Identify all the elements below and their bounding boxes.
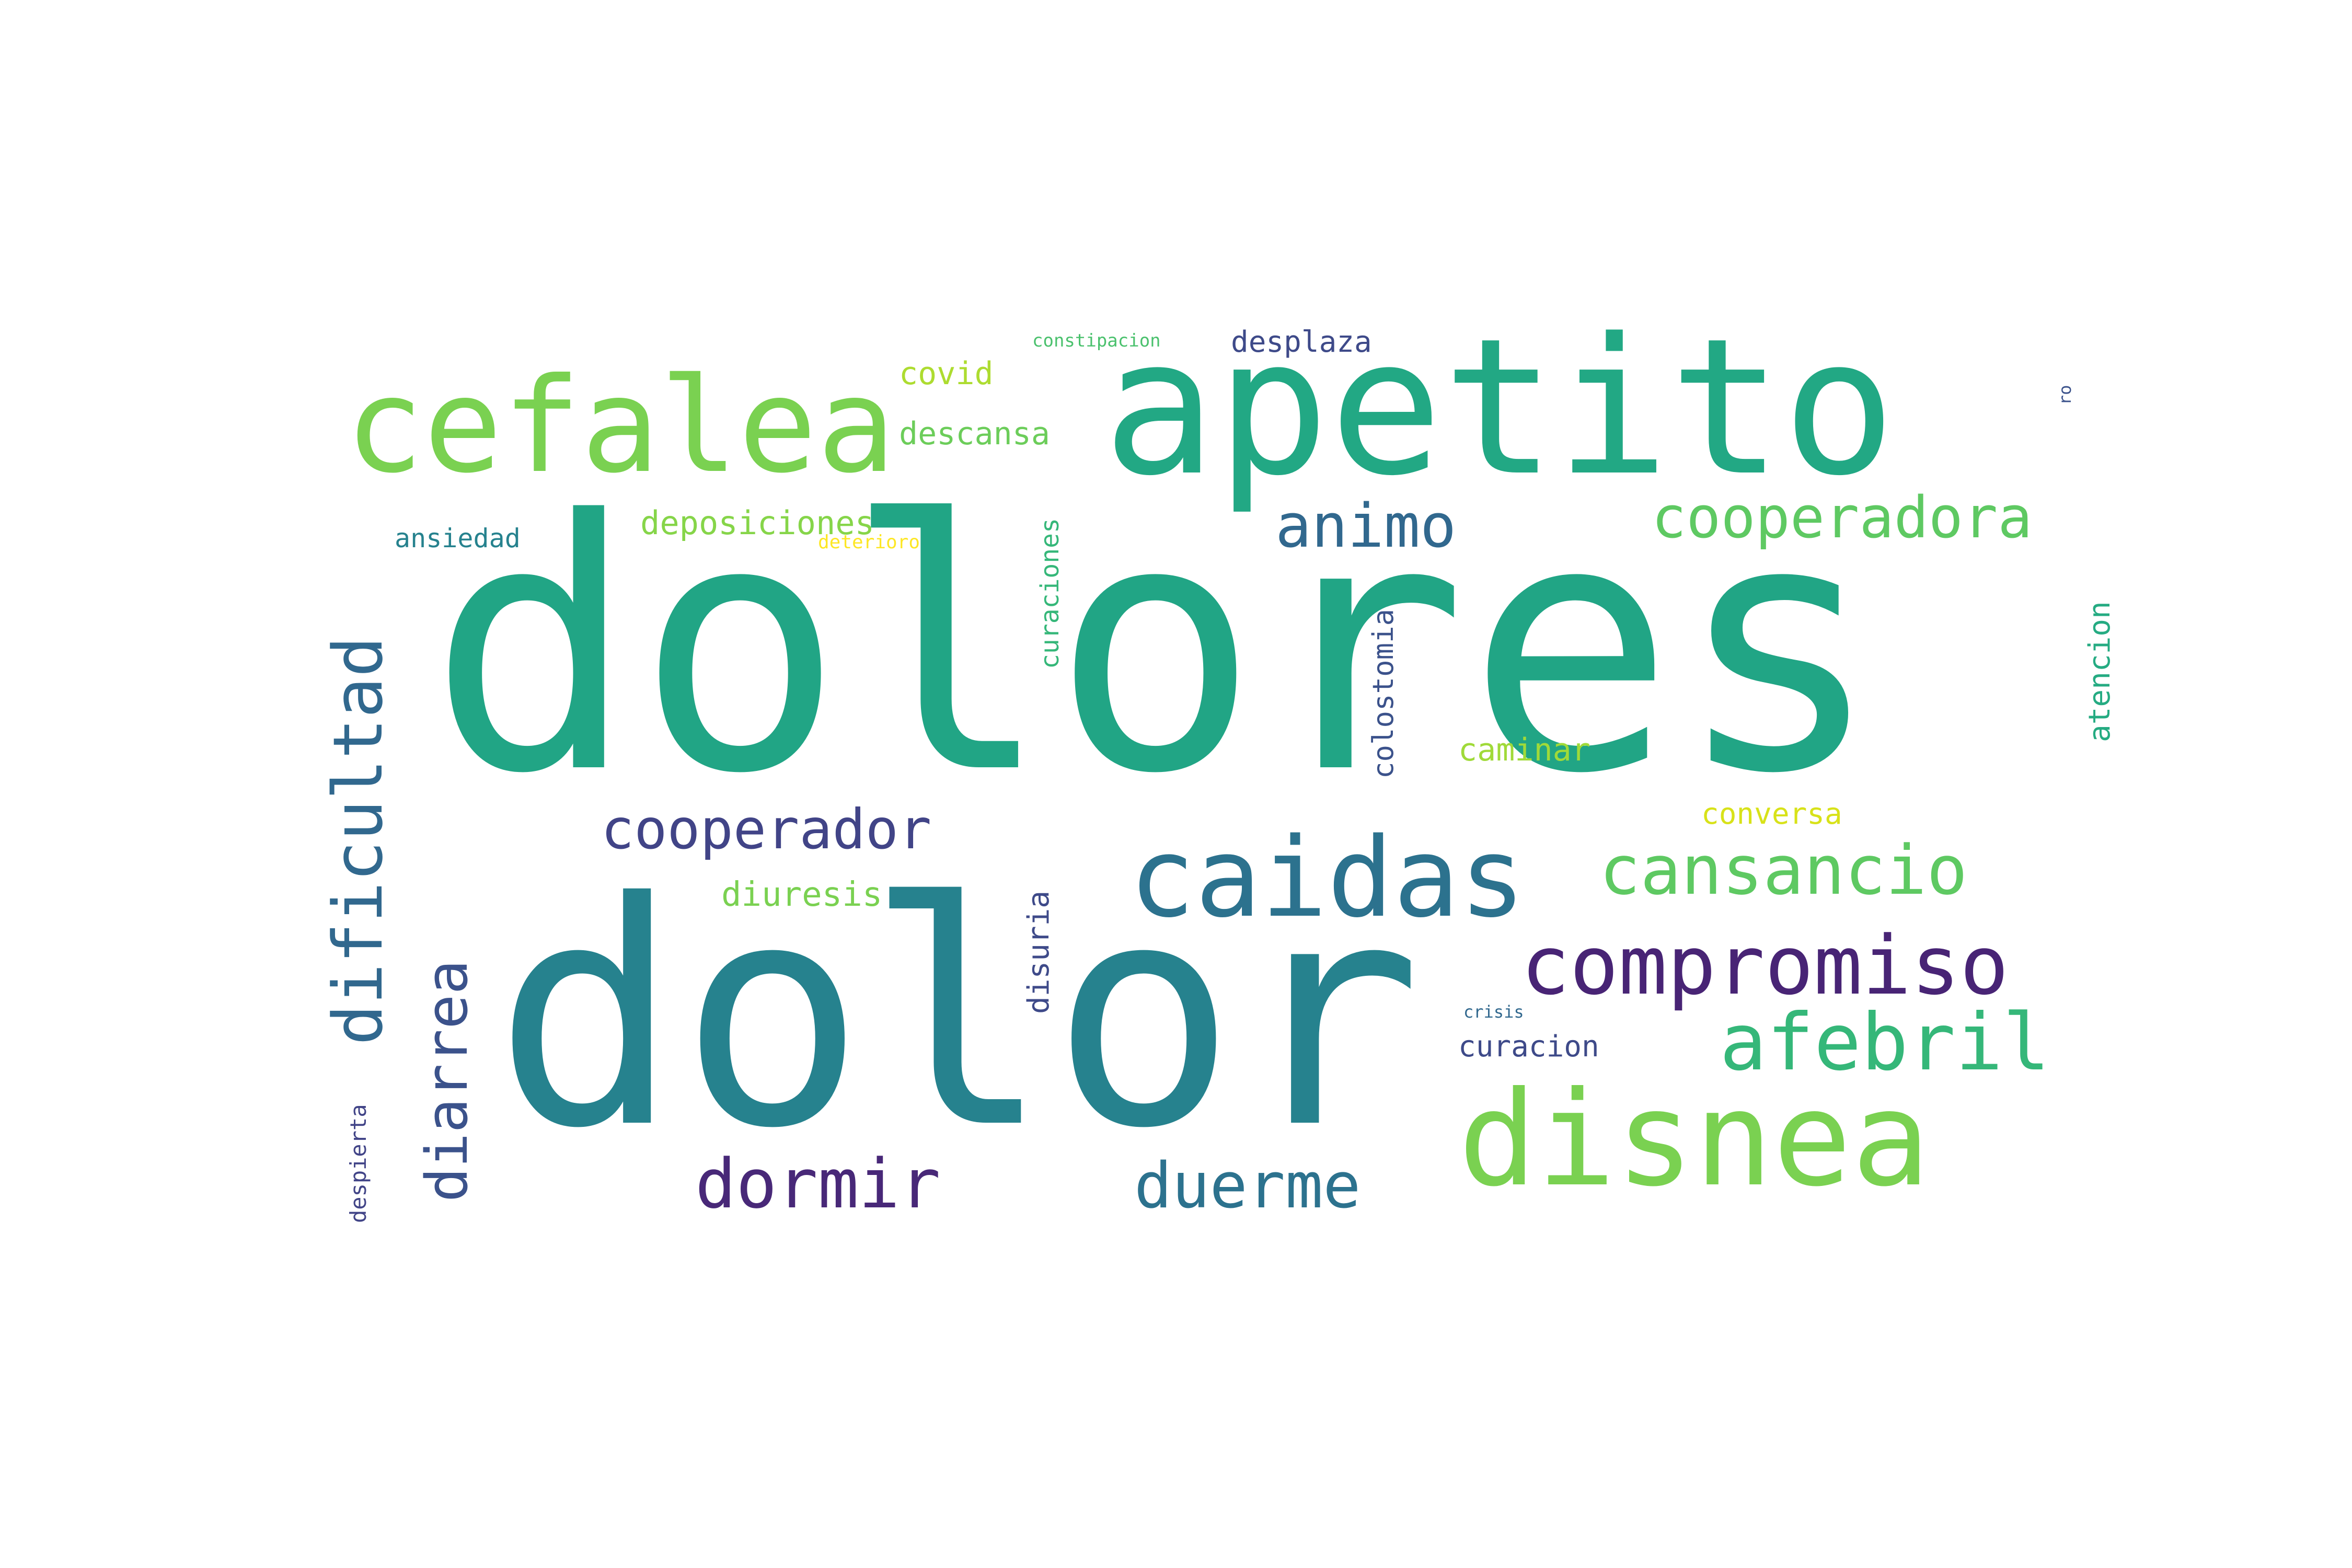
word-crisis: crisis bbox=[1463, 1002, 1524, 1022]
word-cefalea: cefalea bbox=[345, 350, 896, 502]
word-desplaza: desplaza bbox=[1231, 325, 1372, 359]
word-diuresis: diuresis bbox=[721, 875, 883, 914]
word-dolores: dolores bbox=[429, 447, 1883, 849]
word-dolor: dolor bbox=[494, 837, 1423, 1196]
word-caidas: caidas bbox=[1129, 814, 1526, 942]
word-deterioro: deterioro bbox=[818, 532, 920, 553]
word-deposiciones: deposiciones bbox=[640, 504, 874, 542]
word-disnea: disnea bbox=[1458, 1063, 1931, 1215]
word-ansiedad: ansiedad bbox=[395, 523, 521, 554]
word-caminar: caminar bbox=[1458, 732, 1590, 768]
word-atencion: atencion bbox=[2083, 601, 2117, 742]
word-curacion: curacion bbox=[1458, 1030, 1599, 1064]
word-afebril: afebril bbox=[1720, 997, 2050, 1088]
word-dificultad: dificultad bbox=[318, 636, 398, 1045]
word-despierta: despierta bbox=[345, 1104, 371, 1223]
word-colostomia: colostomia bbox=[1367, 608, 1400, 779]
word-disuria: disuria bbox=[1022, 890, 1056, 1014]
word-cooperador: cooperador bbox=[601, 798, 932, 861]
word-apetito: apetito bbox=[1103, 298, 1896, 517]
word-covid: covid bbox=[899, 355, 994, 392]
word-dormir: dormir bbox=[695, 1144, 941, 1224]
word-cansancio: cansancio bbox=[1599, 831, 1968, 910]
word-constipacion: constipacion bbox=[1032, 330, 1161, 351]
word-ro: ro bbox=[2055, 385, 2075, 405]
word-curaciones: curaciones bbox=[1035, 518, 1065, 669]
word-duerme: duerme bbox=[1134, 1150, 1361, 1223]
word-cooperadora: cooperadora bbox=[1652, 484, 2033, 551]
word-descansa: descansa bbox=[899, 416, 1050, 452]
word-conversa: conversa bbox=[1701, 797, 1842, 831]
word-diarrea: diarrea bbox=[413, 960, 480, 1202]
word-compromiso: compromiso bbox=[1521, 918, 2009, 1013]
word-animo: animo bbox=[1275, 491, 1457, 561]
